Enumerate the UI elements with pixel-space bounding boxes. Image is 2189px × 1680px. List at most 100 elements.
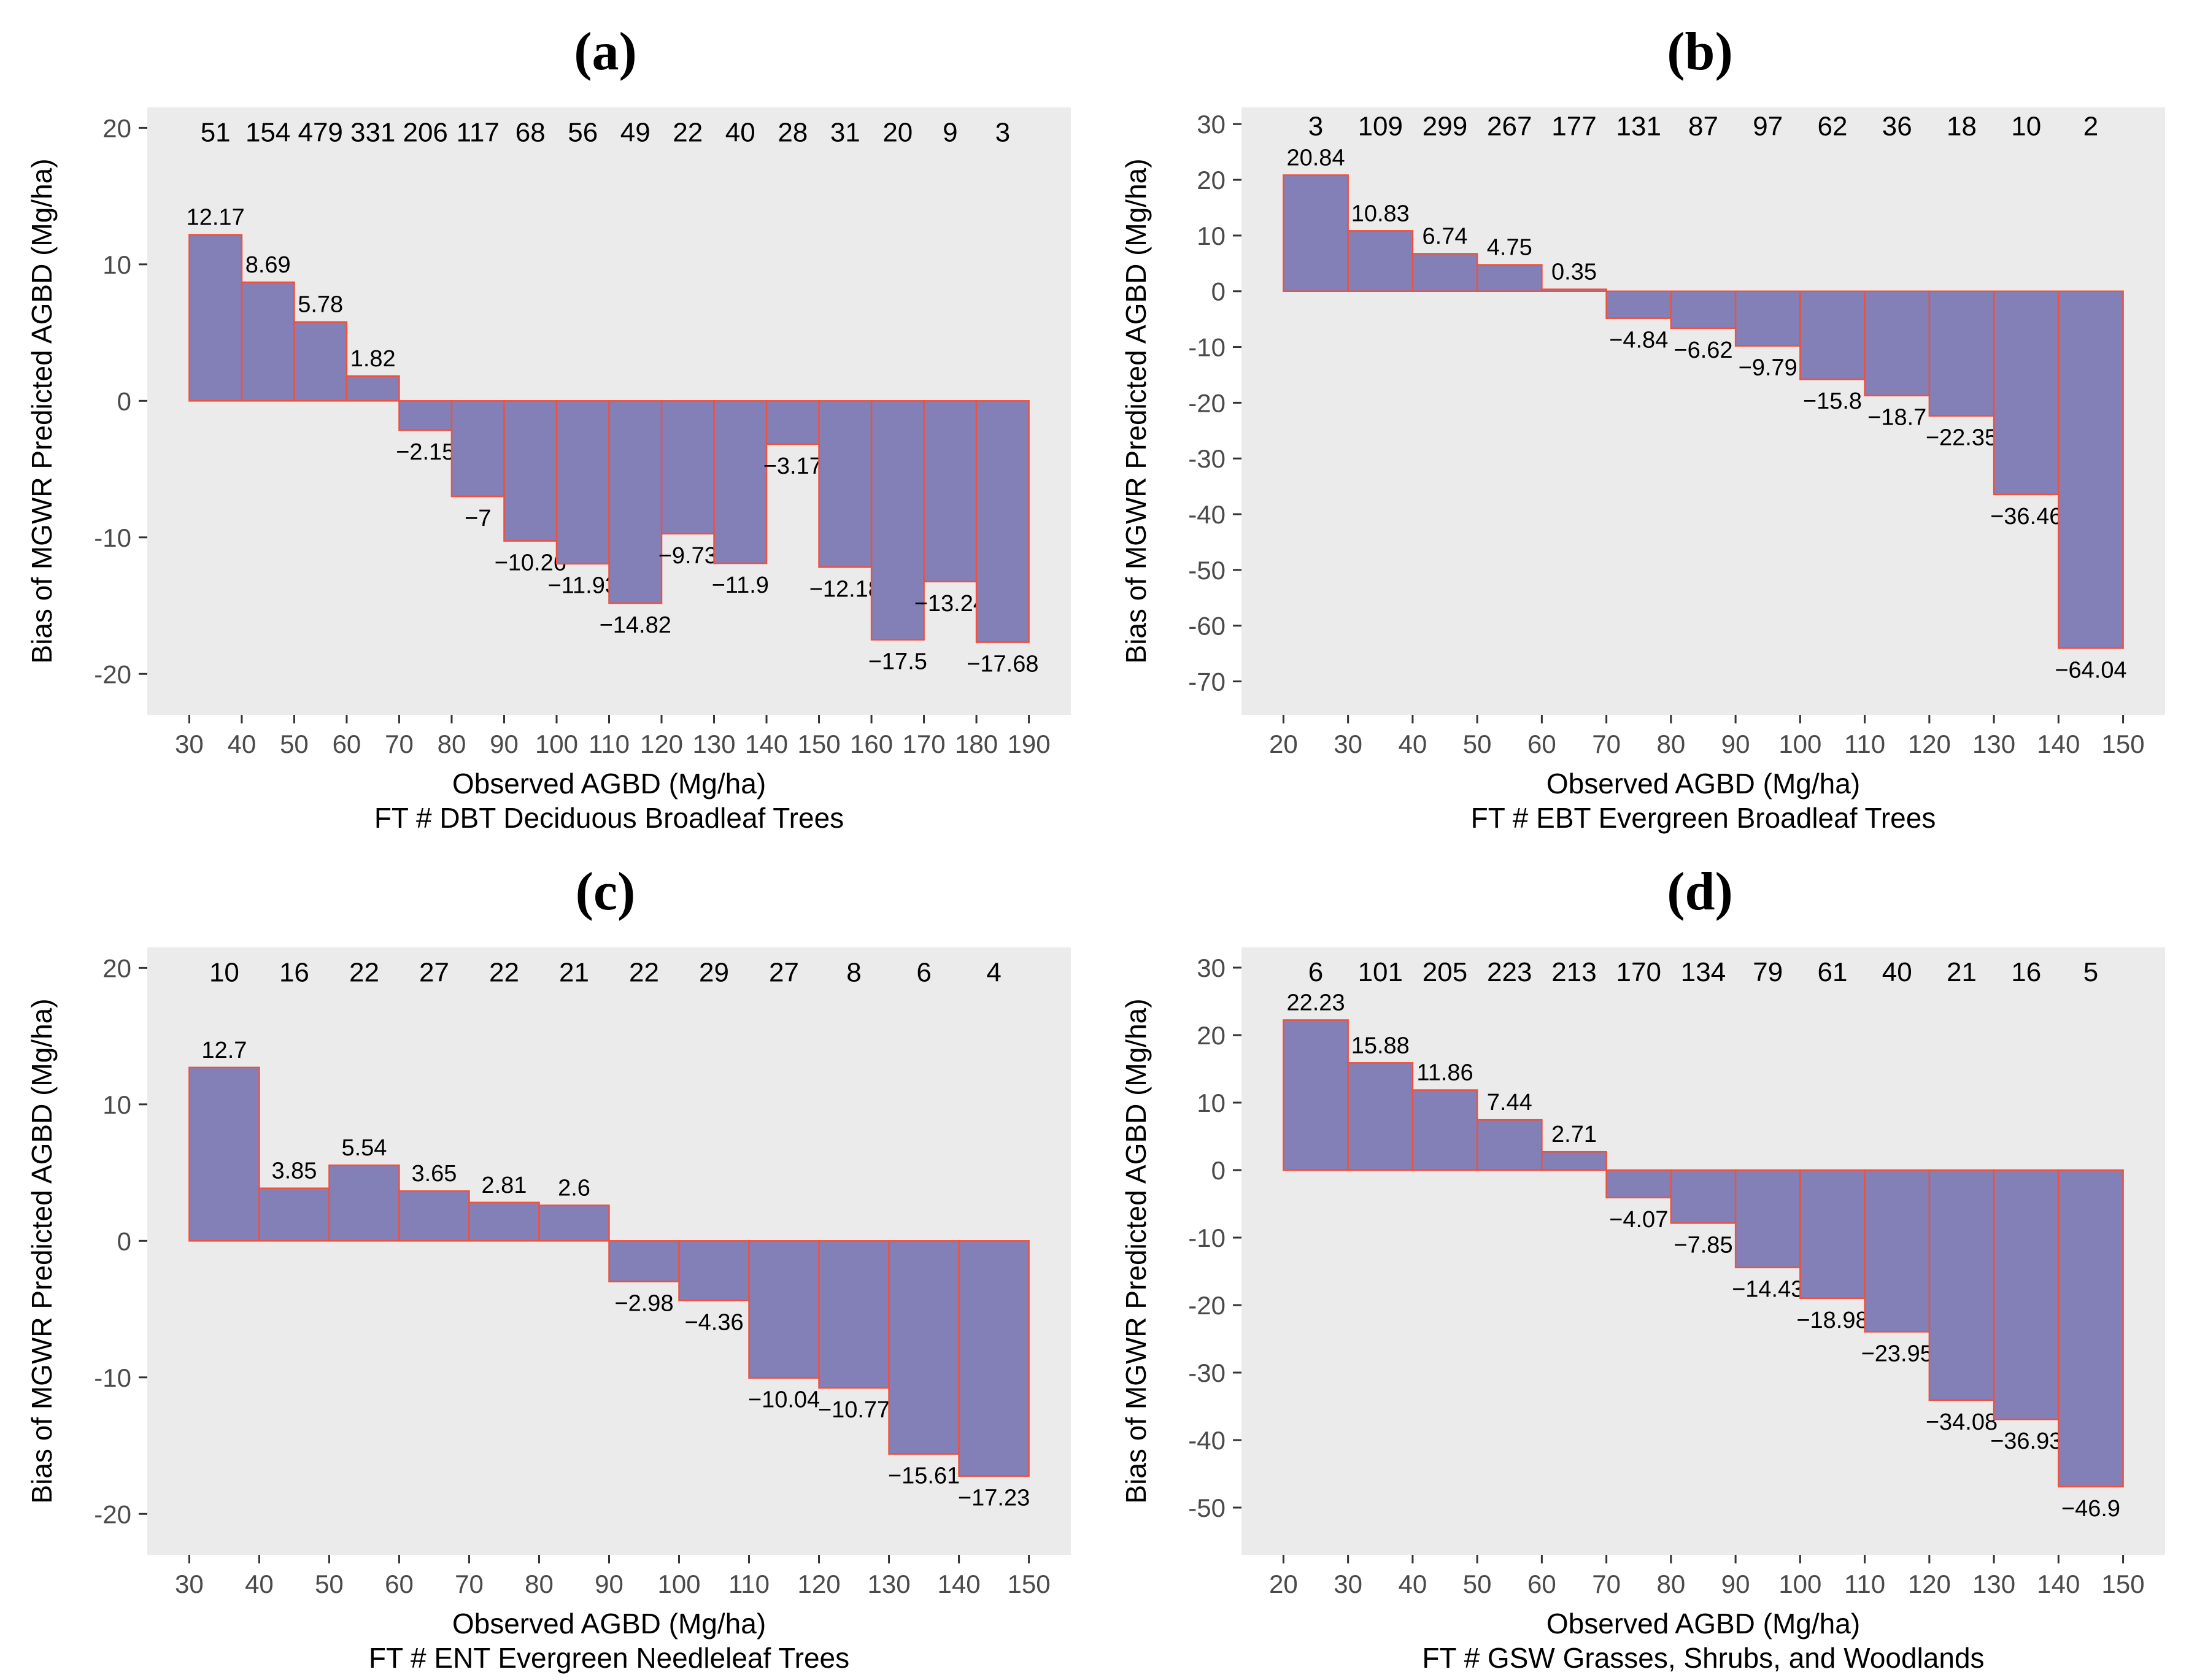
count-label: 27 bbox=[419, 958, 449, 988]
y-tick-label: 30 bbox=[1197, 110, 1226, 139]
count-label: 206 bbox=[403, 118, 447, 148]
count-label: 5 bbox=[2083, 957, 2098, 987]
x-tick-label: 170 bbox=[903, 730, 946, 758]
count-label: 154 bbox=[245, 118, 290, 148]
x-tick-label: 120 bbox=[1908, 1570, 1951, 1598]
bar bbox=[1734, 1169, 1801, 1268]
y-tick-label: 0 bbox=[1211, 277, 1226, 306]
value-label: 10.83 bbox=[1351, 201, 1410, 226]
y-tick-label: -70 bbox=[1188, 668, 1226, 696]
value-label: 2.6 bbox=[558, 1175, 590, 1201]
x-tick-label: 40 bbox=[1399, 730, 1427, 758]
count-label: 27 bbox=[769, 958, 799, 988]
x-axis-sublabel: FT # EBT Evergreen Broadleaf Trees bbox=[1471, 802, 1936, 834]
panel-a-title: (a) bbox=[574, 22, 637, 82]
x-tick-label: 120 bbox=[640, 730, 683, 758]
value-label: −64.04 bbox=[2055, 657, 2126, 683]
x-axis-sublabel: FT # GSW Grasses, Shrubs, and Woodlands bbox=[1422, 1642, 1984, 1674]
count-label: 20 bbox=[882, 118, 913, 148]
count-label: 62 bbox=[1818, 111, 1848, 141]
y-tick-label: -20 bbox=[1188, 388, 1226, 417]
x-tick-label: 30 bbox=[1334, 1570, 1362, 1598]
bar bbox=[293, 321, 348, 402]
bar bbox=[1864, 290, 1931, 396]
bar bbox=[818, 1240, 890, 1389]
count-label: 56 bbox=[568, 118, 598, 148]
count-label: 177 bbox=[1551, 111, 1596, 141]
x-axis-sublabel: FT # ENT Evergreen Needleleaf Trees bbox=[369, 1642, 849, 1674]
count-label: 131 bbox=[1616, 111, 1661, 141]
bar bbox=[1283, 174, 1349, 292]
bar bbox=[713, 400, 768, 564]
bar bbox=[241, 281, 295, 402]
x-tick-label: 80 bbox=[1657, 1570, 1686, 1598]
bar bbox=[958, 1240, 1030, 1477]
y-tick-label: -30 bbox=[1188, 1358, 1226, 1387]
bar bbox=[328, 1164, 400, 1242]
value-label: −15.61 bbox=[888, 1463, 960, 1489]
x-tick-label: 50 bbox=[315, 1570, 344, 1598]
count-label: 21 bbox=[1947, 957, 1977, 987]
value-label: −11.93 bbox=[548, 573, 618, 599]
value-label: −6.62 bbox=[1674, 337, 1732, 363]
x-tick-label: 190 bbox=[1008, 730, 1051, 758]
x-tick-label: 70 bbox=[1592, 730, 1621, 758]
bar bbox=[398, 1190, 470, 1242]
y-tick-label: -50 bbox=[1188, 1493, 1226, 1522]
bar bbox=[398, 400, 453, 431]
count-label: 22 bbox=[349, 958, 379, 988]
bar bbox=[1993, 290, 2060, 496]
x-tick-label: 150 bbox=[2102, 730, 2145, 758]
count-label: 22 bbox=[673, 118, 703, 148]
count-label: 31 bbox=[830, 118, 860, 148]
count-label: 16 bbox=[279, 958, 309, 988]
count-label: 10 bbox=[2011, 111, 2041, 141]
value-label: 4.75 bbox=[1487, 235, 1532, 261]
value-label: −14.43 bbox=[1732, 1277, 1804, 1303]
x-tick-label: 120 bbox=[1908, 730, 1951, 758]
value-label: −17.23 bbox=[958, 1485, 1030, 1511]
x-tick-label: 20 bbox=[1269, 730, 1298, 758]
bar bbox=[1670, 1169, 1737, 1224]
x-tick-label: 30 bbox=[175, 730, 204, 758]
x-tick-label: 120 bbox=[798, 1570, 841, 1598]
value-label: 0.35 bbox=[1551, 260, 1597, 285]
value-label: −23.95 bbox=[1861, 1341, 1933, 1366]
y-tick-label: -10 bbox=[1188, 333, 1226, 362]
x-tick-label: 90 bbox=[490, 730, 519, 758]
panel-d-chart: 20 30 40 50 60 70 80 90 100 110 120 130 140 150302010… bbox=[1120, 947, 2165, 1674]
y-tick-label: 20 bbox=[102, 114, 131, 142]
value-label: −15.8 bbox=[1803, 388, 1862, 414]
count-label: 331 bbox=[350, 118, 395, 148]
count-label: 49 bbox=[620, 118, 651, 148]
value-label: −2.15 bbox=[396, 439, 455, 465]
count-label: 8 bbox=[846, 958, 861, 988]
y-tick-label: -20 bbox=[1188, 1291, 1226, 1320]
count-label: 21 bbox=[559, 958, 589, 988]
panel-c: (c) 30 40 50 60 70 80 90 100 110 120 130 140 150 20 10… bbox=[0, 840, 1094, 1680]
value-label: −3.17 bbox=[763, 453, 822, 479]
bar bbox=[1605, 290, 1672, 319]
value-label: −9.73 bbox=[658, 543, 717, 569]
bar bbox=[1347, 1062, 1414, 1171]
bar bbox=[1411, 1089, 1478, 1171]
bar bbox=[1541, 288, 1607, 292]
x-tick-label: 110 bbox=[1844, 730, 1885, 758]
y-tick-label: -40 bbox=[1188, 500, 1226, 529]
x-tick-label: 100 bbox=[1778, 730, 1821, 758]
x-axis-label: Observed AGBD (Mg/ha) bbox=[1546, 1608, 1860, 1640]
bar bbox=[765, 400, 820, 445]
y-axis-label: Bias of MGWR Predicted AGBD (Mg/ha) bbox=[26, 998, 58, 1503]
y-tick-label: -10 bbox=[94, 523, 131, 552]
x-tick-label: 90 bbox=[595, 1570, 623, 1598]
value-label: −36.46 bbox=[1990, 504, 2062, 530]
y-axis-label: Bias of MGWR Predicted AGBD (Mg/ha) bbox=[1120, 998, 1152, 1503]
y-tick-label: -60 bbox=[1188, 612, 1226, 641]
value-label: −10.04 bbox=[748, 1387, 820, 1413]
count-label: 109 bbox=[1358, 111, 1403, 141]
value-label: −7.85 bbox=[1674, 1232, 1732, 1258]
x-tick-label: 80 bbox=[525, 1570, 554, 1598]
value-label: 3.65 bbox=[411, 1161, 457, 1187]
bar bbox=[1347, 230, 1414, 292]
